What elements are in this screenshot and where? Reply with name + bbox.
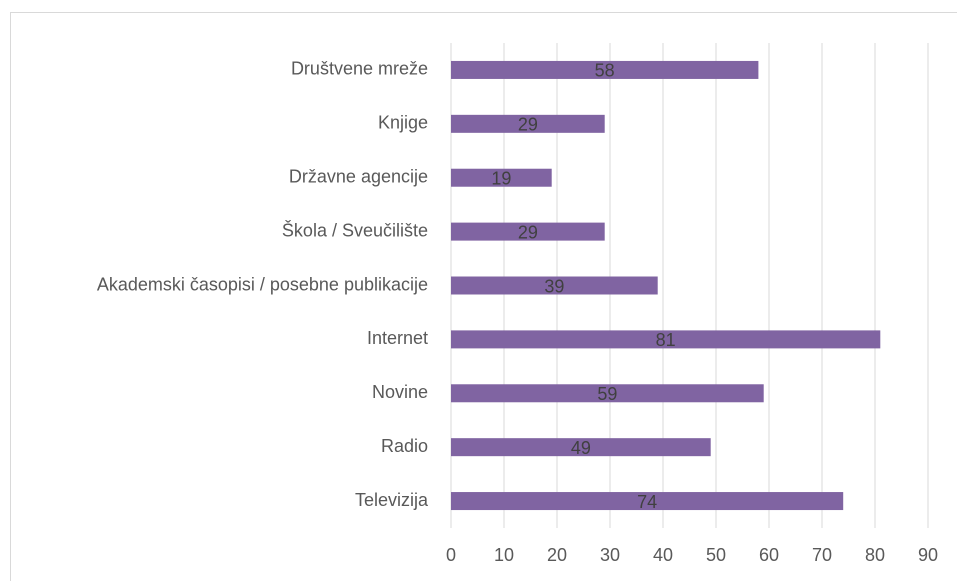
bar <box>451 438 711 457</box>
y-tick-label: Državne agencije <box>289 166 428 186</box>
bar <box>451 222 605 241</box>
data-label: 81 <box>656 330 676 350</box>
bar <box>451 168 552 187</box>
data-label: 58 <box>595 61 615 81</box>
data-label: 74 <box>637 492 657 512</box>
x-tick-label: 30 <box>600 545 620 565</box>
bar <box>451 384 764 403</box>
x-tick-label: 40 <box>653 545 673 565</box>
x-tick-label: 90 <box>918 545 938 565</box>
y-tick-label: Knjige <box>378 113 428 133</box>
y-tick-label: Novine <box>372 382 428 402</box>
y-tick-label: Društvene mreže <box>291 59 428 79</box>
data-label: 29 <box>518 115 538 135</box>
y-tick-label: Internet <box>367 328 428 348</box>
bar <box>451 276 658 295</box>
x-tick-label: 70 <box>812 545 832 565</box>
bar <box>451 60 759 79</box>
data-label: 59 <box>597 384 617 404</box>
x-tick-label: 0 <box>446 545 456 565</box>
data-label: 39 <box>544 276 564 296</box>
data-label: 19 <box>491 168 511 188</box>
data-label: 49 <box>571 438 591 458</box>
y-tick-label: Akademski časopisi / posebne publikacije <box>97 274 428 294</box>
chart-frame <box>10 12 957 581</box>
y-tick-label: Škola / Sveučilište <box>282 219 428 240</box>
x-tick-label: 50 <box>706 545 726 565</box>
y-tick-label: Televizija <box>355 490 429 510</box>
y-tick-label: Radio <box>381 436 428 456</box>
bar <box>451 330 881 349</box>
x-tick-label: 80 <box>865 545 885 565</box>
bar <box>451 492 844 511</box>
data-label: 29 <box>518 222 538 242</box>
bar <box>451 114 605 133</box>
x-tick-label: 10 <box>494 545 514 565</box>
x-tick-label: 60 <box>759 545 779 565</box>
x-tick-label: 20 <box>547 545 567 565</box>
